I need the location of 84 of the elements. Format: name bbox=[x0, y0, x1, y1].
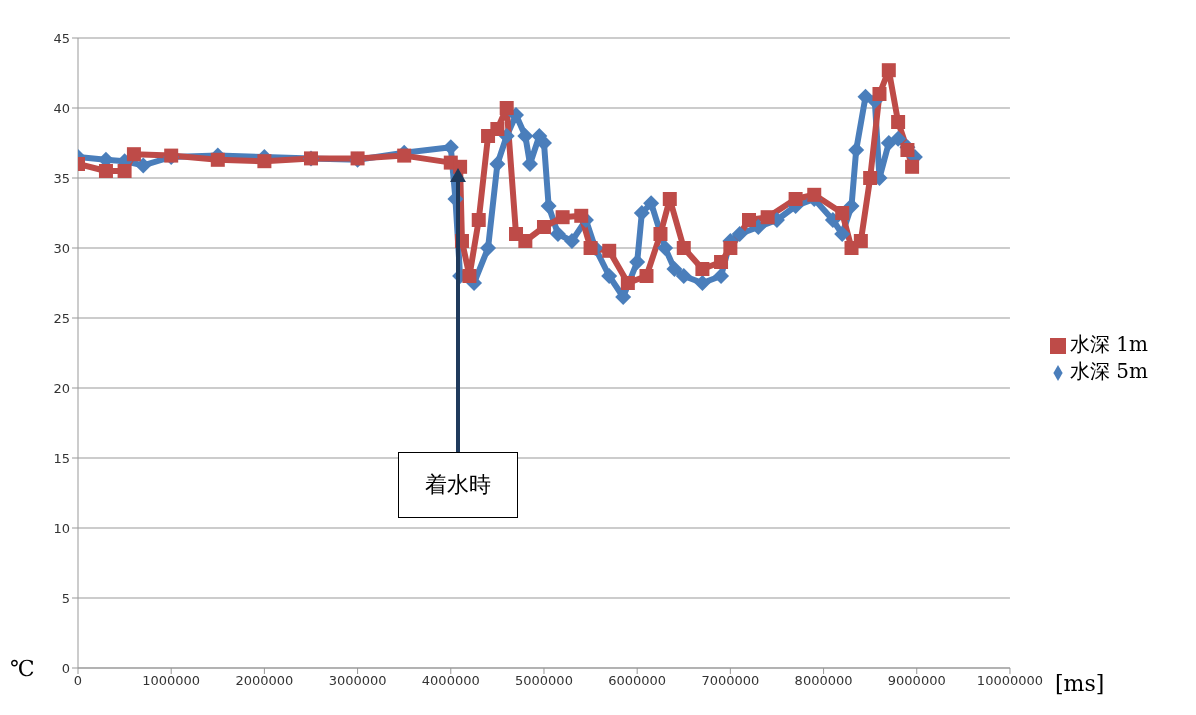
point bbox=[807, 187, 822, 202]
x-tick-label: 4000000 bbox=[421, 673, 480, 689]
point bbox=[574, 208, 589, 223]
y-tick-label: 25 bbox=[53, 310, 70, 326]
point bbox=[583, 241, 598, 255]
point bbox=[549, 226, 566, 242]
point bbox=[694, 275, 711, 291]
point bbox=[657, 240, 674, 256]
point bbox=[676, 241, 691, 255]
x-tick-label: 9000000 bbox=[887, 673, 946, 689]
point bbox=[653, 227, 668, 241]
point bbox=[643, 195, 660, 212]
point bbox=[731, 226, 748, 242]
y-axis-title: ℃ bbox=[10, 656, 35, 681]
point bbox=[117, 164, 132, 178]
point bbox=[517, 128, 534, 144]
x-tick-label: 2000000 bbox=[235, 673, 294, 689]
legend-label: 水深 1m bbox=[1069, 332, 1148, 356]
y-tick-label: 10 bbox=[53, 520, 70, 536]
point bbox=[788, 192, 803, 206]
x-tick-label: 3000000 bbox=[328, 673, 387, 689]
point bbox=[666, 261, 683, 277]
point bbox=[900, 143, 915, 157]
x-tick-label: 7000000 bbox=[701, 673, 760, 689]
x-tick-label: 6000000 bbox=[608, 673, 667, 689]
y-tick-label: 45 bbox=[53, 30, 70, 46]
y-tick-label: 30 bbox=[53, 240, 70, 256]
point bbox=[536, 220, 551, 234]
point bbox=[872, 87, 887, 101]
point bbox=[489, 156, 506, 172]
x-tick-label: 10000000 bbox=[976, 673, 1044, 689]
point bbox=[863, 171, 878, 185]
y-tick-label: 20 bbox=[53, 380, 70, 396]
y-tick-label: 40 bbox=[53, 100, 70, 116]
point bbox=[891, 115, 906, 129]
point bbox=[890, 130, 907, 147]
point bbox=[834, 226, 851, 242]
x-tick-label: 8000000 bbox=[794, 673, 853, 689]
point bbox=[629, 254, 646, 270]
point bbox=[742, 213, 757, 227]
point bbox=[471, 213, 486, 227]
point bbox=[723, 241, 738, 255]
point bbox=[397, 148, 412, 163]
point bbox=[620, 276, 635, 290]
point bbox=[462, 269, 477, 283]
point bbox=[848, 142, 865, 158]
y-tick-label: 15 bbox=[53, 450, 70, 466]
point bbox=[210, 152, 225, 167]
x-tick-label: 5000000 bbox=[515, 673, 573, 689]
y-tick-label: 0 bbox=[61, 660, 70, 676]
point bbox=[714, 255, 729, 269]
point bbox=[675, 268, 692, 284]
legend-label: 水深 5m bbox=[1069, 359, 1148, 383]
point bbox=[126, 147, 141, 162]
point bbox=[257, 154, 272, 169]
y-tick-label: 5 bbox=[61, 590, 70, 606]
point bbox=[518, 234, 533, 248]
point bbox=[853, 234, 868, 248]
point bbox=[905, 159, 920, 174]
point bbox=[135, 157, 152, 174]
point bbox=[602, 243, 617, 258]
point bbox=[615, 289, 632, 305]
point bbox=[695, 262, 710, 276]
point bbox=[480, 240, 497, 256]
point bbox=[563, 233, 580, 249]
point bbox=[633, 205, 650, 221]
point bbox=[601, 268, 618, 284]
point bbox=[639, 269, 654, 283]
annotation: 着水時 bbox=[398, 452, 518, 518]
point bbox=[662, 192, 677, 206]
point bbox=[540, 198, 557, 214]
point bbox=[499, 101, 514, 115]
point bbox=[490, 122, 505, 136]
x-axis-title: [ms] bbox=[1054, 670, 1105, 696]
point bbox=[555, 210, 570, 225]
x-tick-label: 0 bbox=[73, 673, 83, 689]
point bbox=[835, 206, 850, 220]
x-tick-label: 1000000 bbox=[142, 673, 201, 689]
point bbox=[760, 210, 775, 225]
point bbox=[880, 135, 897, 151]
point bbox=[98, 164, 113, 178]
point bbox=[881, 63, 896, 78]
point bbox=[713, 268, 730, 284]
y-tick-label: 35 bbox=[53, 170, 70, 186]
